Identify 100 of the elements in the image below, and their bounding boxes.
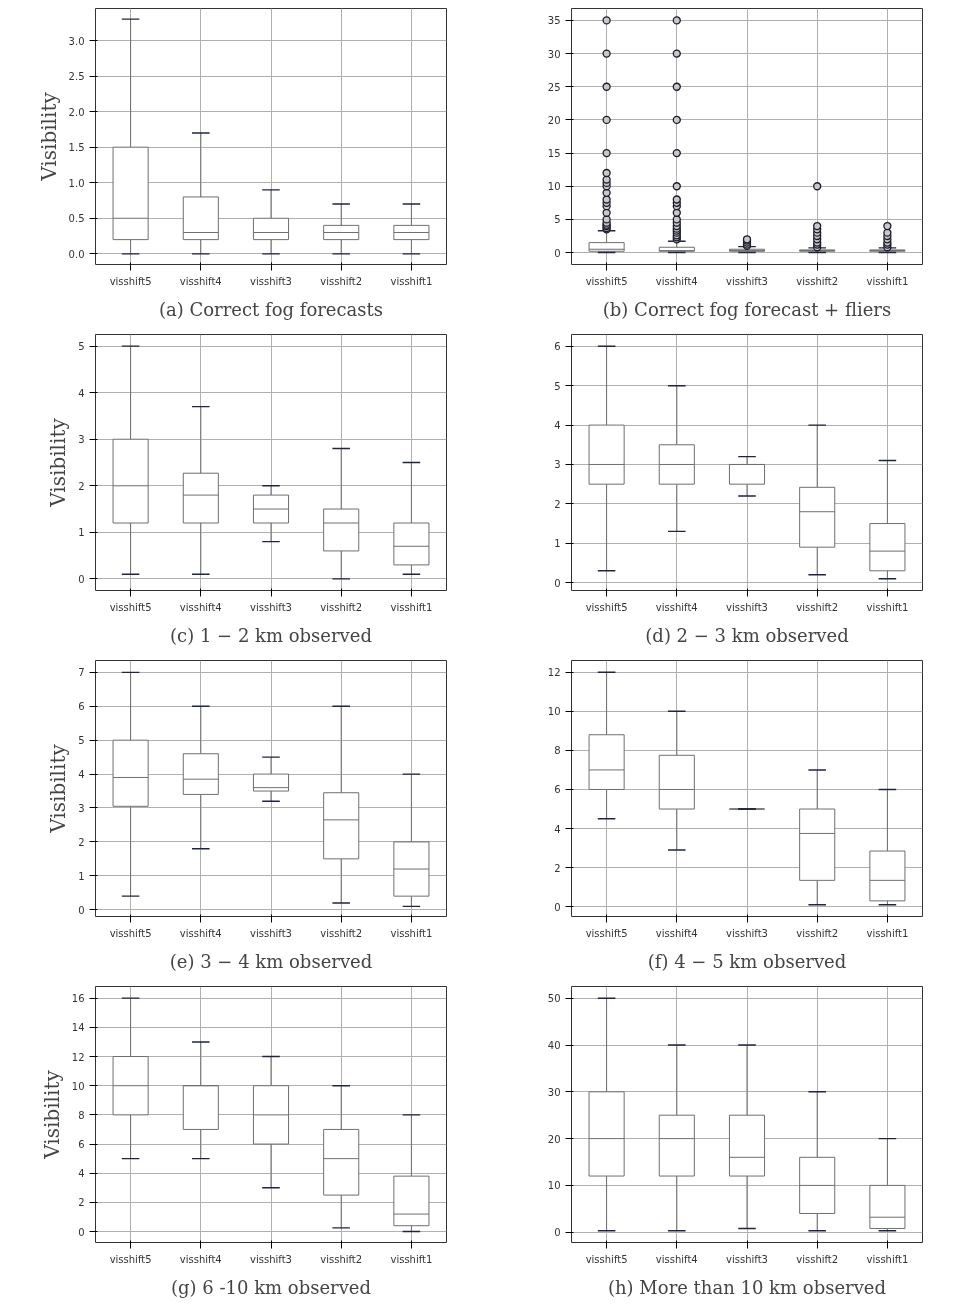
y-tick-label: 6 (554, 341, 561, 353)
x-tick-label: visshift1 (390, 275, 433, 287)
y-tick-label: 4 (78, 387, 85, 399)
x-tick-label: visshift3 (726, 1253, 768, 1265)
y-tick-label: 0 (78, 1226, 85, 1238)
x-tick-label: visshift2 (796, 601, 839, 613)
x-tick-label: visshift5 (585, 927, 628, 939)
x-tick-label: visshift1 (390, 1253, 433, 1265)
y-tick-label: 20 (547, 114, 561, 126)
y-tick-label: 0.5 (68, 213, 85, 225)
x-tick-label: visshift5 (109, 601, 152, 613)
y-tick-label: 6 (554, 784, 561, 796)
y-tick-label: 15 (547, 148, 561, 160)
y-tick-label: 0 (554, 901, 561, 913)
y-tick-label: 0 (554, 577, 561, 589)
text: (c) 1 − 2 km observed (170, 624, 372, 646)
y-tick-label: 30 (547, 1086, 561, 1098)
y-tick-label: 8 (78, 1109, 85, 1121)
x-tick-label: visshift3 (726, 927, 768, 939)
x-tick-label: visshift3 (250, 1253, 292, 1265)
y-tick-label: 1 (78, 527, 85, 539)
y-tick-label: 12 (547, 667, 561, 679)
y-tick-label: 4 (78, 1168, 85, 1180)
x-tick-label: visshift4 (655, 1253, 698, 1265)
y-tick-label: 1.0 (68, 177, 85, 189)
y-tick-label: 4 (554, 420, 561, 432)
y-axis-title: Visibility (46, 417, 71, 508)
y-tick-label: 3 (78, 434, 85, 446)
x-tick-label: visshift3 (726, 601, 768, 613)
y-axis-title: Visibility (46, 743, 71, 834)
y-tick-label: 30 (547, 48, 561, 60)
text: (b) Correct fog forecast + fliers (602, 298, 892, 320)
x-tick-label: visshift1 (390, 927, 433, 939)
y-tick-label: 0 (554, 247, 561, 259)
text: (d) 2 − 3 km observed (645, 624, 849, 646)
y-tick-label: 10 (547, 1180, 561, 1192)
y-tick-label: 5 (554, 214, 561, 226)
x-tick-label: visshift4 (179, 927, 222, 939)
y-tick-label: 5 (78, 735, 85, 747)
y-tick-label: 2.5 (68, 71, 85, 83)
y-tick-label: 7 (78, 667, 85, 679)
x-tick-label: visshift2 (320, 275, 363, 287)
x-tick-label: visshift5 (585, 601, 628, 613)
y-tick-label: 2.0 (68, 106, 85, 118)
y-tick-label: 3 (78, 803, 85, 814)
y-tick-label: 4 (554, 823, 561, 835)
x-tick-label: visshift5 (585, 1253, 628, 1265)
x-tick-label: visshift3 (250, 275, 292, 287)
y-tick-label: 3.0 (68, 35, 85, 47)
x-tick-label: visshift2 (796, 927, 839, 939)
y-tick-label: 5 (554, 380, 561, 392)
y-tick-label: 2 (78, 480, 85, 492)
x-tick-label: visshift3 (726, 275, 768, 287)
x-tick-label: visshift1 (866, 275, 909, 287)
x-tick-label: visshift5 (585, 275, 628, 287)
y-tick-label: 0 (78, 904, 85, 916)
y-tick-label: 5 (78, 341, 85, 353)
y-tick-label: 10 (547, 706, 561, 718)
y-tick-label: 2 (554, 498, 561, 510)
text: (f) 4 − 5 km observed (647, 950, 847, 972)
y-tick-label: 35 (547, 15, 561, 27)
y-tick-label: 14 (71, 1022, 85, 1034)
y-axis-title: Visibility (39, 1069, 64, 1160)
text: (g) 6 -10 km observed (170, 1276, 372, 1298)
y-tick-label: 40 (547, 1040, 561, 1051)
y-tick-label: 25 (547, 81, 561, 93)
y-axis-title: Visibility (36, 91, 61, 182)
y-tick-label: 6 (78, 701, 85, 713)
y-tick-label: 10 (71, 1080, 85, 1092)
y-tick-label: 10 (547, 181, 561, 193)
y-tick-label: 12 (71, 1051, 85, 1063)
y-tick-label: 1 (554, 538, 561, 550)
x-tick-label: visshift4 (655, 927, 698, 939)
x-tick-label: visshift2 (320, 601, 363, 613)
y-tick-label: 0.0 (68, 248, 85, 260)
x-tick-label: visshift4 (179, 1253, 222, 1265)
text: (a) Correct fog forecasts (158, 298, 384, 320)
y-tick-label: 0 (78, 573, 85, 585)
y-tick-label: 1.5 (68, 142, 85, 154)
text: (h) More than 10 km observed (608, 1276, 886, 1298)
x-tick-label: visshift1 (390, 601, 433, 613)
y-tick-label: 8 (554, 745, 561, 757)
y-tick-label: 3 (554, 459, 561, 471)
x-tick-label: visshift3 (250, 927, 292, 939)
x-tick-label: visshift2 (796, 1253, 839, 1265)
y-tick-label: 4 (78, 769, 85, 781)
x-tick-label: visshift1 (866, 601, 909, 613)
x-tick-label: visshift4 (655, 601, 698, 613)
y-tick-label: 20 (547, 1133, 561, 1145)
y-tick-label: 2 (78, 836, 85, 848)
x-tick-label: visshift1 (866, 1253, 909, 1265)
x-tick-label: visshift4 (179, 275, 222, 287)
x-tick-label: visshift5 (109, 1253, 152, 1265)
y-tick-label: 16 (71, 993, 85, 1005)
x-tick-label: visshift5 (109, 275, 152, 287)
x-tick-label: visshift4 (179, 601, 222, 613)
y-tick-label: 2 (554, 862, 561, 874)
x-tick-label: visshift2 (320, 927, 363, 939)
y-tick-label: 6 (78, 1139, 85, 1151)
y-tick-label: 2 (78, 1197, 85, 1209)
